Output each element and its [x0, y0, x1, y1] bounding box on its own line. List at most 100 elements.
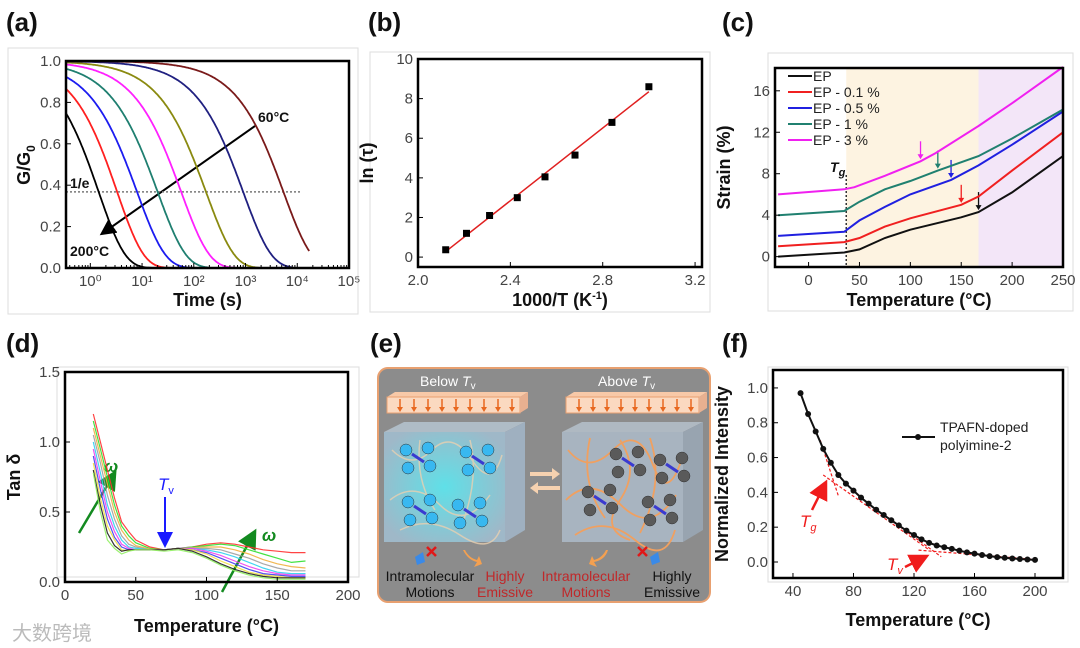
fit-line: [445, 91, 650, 253]
data-point: [986, 553, 993, 560]
plot-f-data: [797, 390, 1039, 563]
molecule-atom: [423, 493, 437, 507]
omega-label-high: ω: [262, 526, 276, 545]
strain-curve-4: [778, 66, 1064, 196]
tv-arrow-f: [904, 554, 930, 573]
molecule-atom: [643, 513, 657, 527]
molecule-atom: [459, 445, 473, 459]
molecule: [581, 483, 619, 517]
y-tick-label: 10: [396, 51, 413, 68]
data-point: [805, 411, 812, 418]
data-point: [963, 549, 970, 556]
molecule: [451, 496, 489, 530]
molecule-atom: [403, 513, 417, 527]
down-arrow-head: [481, 407, 487, 412]
annotations-a: 1/e 60°C 200°C: [70, 109, 289, 259]
chart-c: 0 50 100 150 200 250 0 4 8 12 16 Temperature (°C) St…: [714, 66, 1076, 310]
caption-3-line1: Intramolecular: [542, 568, 631, 584]
motion-arrow-icon-right: [589, 550, 608, 567]
caption-2-line1: Highly: [486, 568, 525, 584]
cube-above-tv: [562, 422, 703, 552]
tv-label-d: Tv: [158, 475, 174, 497]
molecule: [653, 451, 691, 485]
molecule-atom: [473, 496, 487, 510]
relaxation-curve-6: [66, 60, 292, 269]
data-point: [888, 517, 895, 524]
y-tick-label: 0.8: [40, 94, 61, 111]
watermark-logo: 大数跨境: [12, 622, 92, 645]
panel-label-f: (f): [722, 328, 748, 358]
data-point: [812, 428, 819, 435]
x-tick-label: 100: [194, 587, 219, 604]
data-point: [462, 229, 470, 237]
down-arrow-head: [604, 407, 610, 412]
legend-label: EP - 0.1 %: [813, 84, 880, 100]
molecule-core: [653, 504, 667, 516]
down-arrow-head: [632, 407, 638, 412]
panel-frame-c: [767, 52, 1074, 312]
x-axis-label: Temperature (°C): [846, 610, 991, 630]
y-tick-label: 0.6: [40, 136, 61, 153]
data-point: [873, 506, 880, 513]
molecule: [401, 493, 439, 527]
label-60c: 60°C: [258, 109, 289, 125]
molecule-atom: [631, 445, 645, 459]
blocked-emission-icon-right: [650, 552, 660, 565]
molecule-atom: [425, 511, 439, 525]
tv-label-f: Tv: [887, 555, 904, 577]
equilibrium-arrows: [530, 468, 560, 494]
tan-delta-curve-6: [92, 455, 306, 578]
tan-delta-curve-2: [92, 427, 306, 569]
relaxation-curve-4: [65, 63, 237, 269]
x-tick-label: 200: [335, 587, 360, 604]
above-tv-title: Above Tv: [598, 373, 655, 392]
x-tick-label: 120: [901, 583, 926, 600]
shaded-region-1: [978, 68, 1063, 267]
x-tick-label: 2.4: [500, 272, 521, 289]
data-point: [797, 390, 804, 397]
molecule-atom: [633, 463, 647, 477]
x-axis-label: Time (s): [173, 290, 242, 310]
y-tick-label: 0.2: [747, 519, 768, 536]
x-tick-label: 10⁵: [338, 273, 361, 290]
y-tick-label: 1.0: [747, 380, 768, 397]
y-tick-label: 8: [405, 91, 413, 108]
data-point: [880, 511, 887, 518]
down-arrow-head: [660, 407, 666, 412]
y-tick-label: 1.5: [39, 364, 60, 381]
data-point: [926, 539, 933, 546]
x-tick-label: 10²: [183, 273, 205, 290]
axis-label-y-a: G/G0: [14, 145, 38, 185]
y-tick-label: 1.0: [40, 53, 61, 70]
x-tick-label: 10⁰: [79, 273, 102, 290]
caption-2-line2: Emissive: [477, 584, 533, 600]
tan-delta-curve-7: [92, 462, 306, 579]
y-axis-label: ln (τ): [357, 142, 377, 183]
molecule-atom: [641, 495, 655, 509]
plot-frame: [64, 59, 351, 270]
relaxation-curve-5: [65, 61, 259, 269]
data-point: [979, 552, 986, 559]
data-point: [842, 480, 849, 487]
data-point: [571, 151, 579, 159]
blocked-motion-icon-left: [415, 552, 425, 565]
data-point: [1024, 556, 1031, 563]
x-tick-label: 0: [61, 587, 69, 604]
down-arrow-head: [576, 407, 582, 412]
legend-text-2: polyimine-2: [940, 437, 1012, 453]
molecule-atom: [663, 493, 677, 507]
down-arrow-head: [688, 407, 694, 412]
legend-label: EP - 1 %: [813, 116, 868, 132]
data-point: [865, 500, 872, 507]
y-tick-label: 0.0: [747, 554, 768, 571]
x-tick-label: 100: [898, 272, 923, 289]
plot-frame: [773, 66, 1065, 269]
tg-label-f: Tg: [800, 512, 817, 534]
x-tick-label: 2.8: [592, 272, 613, 289]
x-tick-label: 50: [851, 272, 868, 289]
down-arrow-head: [674, 407, 680, 412]
molecule-atom: [653, 453, 667, 467]
down-arrow-head: [590, 407, 596, 412]
y-tick-label: 16: [753, 83, 770, 100]
plot-frame: [771, 368, 1065, 580]
